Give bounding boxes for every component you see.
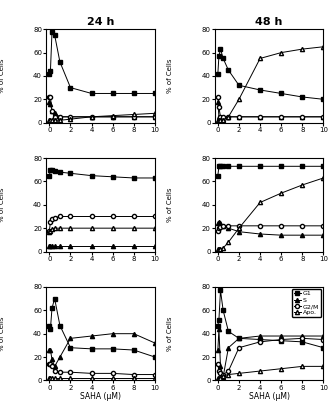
Y-axis label: % of Cells: % of Cells: [0, 188, 5, 222]
Y-axis label: % of Cells: % of Cells: [167, 59, 173, 93]
Y-axis label: % of Cells: % of Cells: [167, 188, 173, 222]
Title: 24 h: 24 h: [87, 17, 114, 27]
Y-axis label: % of Cells: % of Cells: [0, 59, 5, 93]
Title: 48 h: 48 h: [255, 17, 283, 27]
X-axis label: SAHA (μM): SAHA (μM): [248, 392, 289, 401]
X-axis label: SAHA (μM): SAHA (μM): [80, 392, 121, 401]
Y-axis label: % of Cells: % of Cells: [0, 316, 5, 351]
Y-axis label: % of Cells: % of Cells: [167, 316, 173, 351]
Legend: G1, S, G2/M, Apo.: G1, S, G2/M, Apo.: [292, 289, 321, 317]
